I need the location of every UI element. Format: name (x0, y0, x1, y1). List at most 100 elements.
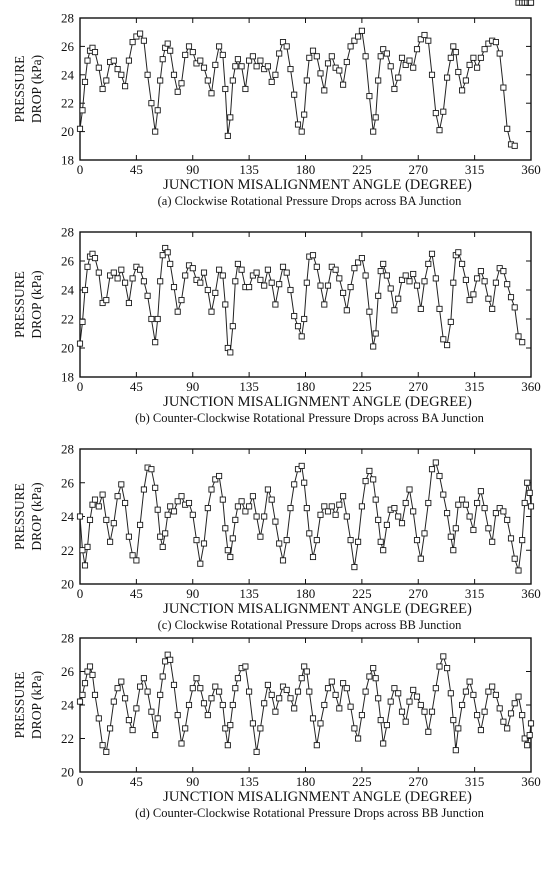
data-point (440, 336, 447, 343)
data-point (347, 537, 354, 544)
data-point (455, 501, 462, 508)
data-point (268, 279, 275, 286)
x-tick-label: 225 (352, 586, 372, 601)
data-point (303, 505, 310, 512)
data-point (200, 540, 208, 547)
data-point (459, 701, 466, 709)
data-point (219, 272, 226, 279)
data-point (398, 276, 406, 283)
data-point (103, 516, 110, 523)
data-point (246, 688, 253, 695)
data-point (455, 68, 462, 76)
y-tick-label: 20 (61, 341, 74, 356)
data-point (309, 715, 317, 722)
data-point (303, 279, 310, 286)
data-point (204, 286, 211, 294)
x-tick-label: 270 (409, 162, 429, 177)
data-point (222, 725, 229, 732)
data-point (410, 64, 417, 71)
data-point (197, 57, 204, 64)
data-point (459, 496, 466, 503)
data-point (377, 717, 384, 724)
data-point (148, 708, 155, 715)
data-point (470, 291, 477, 298)
data-point (287, 66, 294, 73)
data-point (351, 265, 358, 272)
data-point (276, 695, 283, 702)
data-point (383, 722, 390, 729)
data-point (370, 665, 377, 672)
data-point (417, 305, 424, 312)
x-tick-label: 90 (186, 774, 199, 789)
data-point (387, 698, 394, 705)
data-point (222, 85, 229, 93)
data-point (227, 722, 234, 729)
data-point (253, 269, 260, 276)
data-point (276, 281, 283, 288)
data-point (372, 675, 379, 682)
y-tick-label: 24 (61, 698, 75, 713)
data-point (152, 484, 159, 491)
data-point (402, 272, 409, 279)
data-point (428, 71, 436, 78)
data-point (79, 547, 86, 554)
data-point (391, 685, 398, 692)
data-point (489, 683, 496, 690)
data-point (99, 491, 106, 498)
data-point (264, 486, 271, 493)
data-point (500, 84, 507, 91)
data-point (152, 732, 159, 739)
data-point (253, 63, 260, 70)
x-tick-label: 180 (296, 586, 316, 601)
data-point (204, 505, 211, 512)
data-point (110, 520, 117, 527)
y-axis-title-line-1: PRESSURE (12, 672, 27, 739)
data-point (417, 36, 424, 43)
y-tick-label: 22 (61, 312, 74, 327)
data-point (182, 51, 189, 58)
data-point (154, 715, 161, 722)
data-point (474, 712, 481, 719)
data-point (380, 260, 387, 267)
data-point (336, 501, 343, 508)
data-point (492, 510, 499, 517)
x-tick-label: 225 (352, 162, 372, 177)
data-point (328, 53, 335, 60)
data-point (466, 297, 473, 304)
data-point (272, 518, 279, 525)
data-point (474, 499, 481, 507)
data-point (114, 493, 121, 500)
panel-caption: (b) Counter-Clockwise Rotational Pressur… (135, 411, 484, 425)
data-point (154, 107, 161, 114)
data-point (232, 63, 239, 70)
data-point (301, 315, 308, 323)
data-point (261, 513, 268, 520)
data-point (182, 272, 189, 279)
x-axis-title: JUNCTION MISALIGNMENT ANGLE (DEGREE) (163, 177, 472, 193)
data-point (129, 727, 136, 734)
data-point (452, 49, 459, 56)
data-point (222, 301, 229, 308)
data-point (229, 535, 236, 542)
data-point (227, 553, 234, 561)
data-point (208, 308, 215, 315)
y-tick-label: 18 (61, 153, 74, 168)
data-point (440, 491, 447, 498)
data-point (447, 54, 454, 61)
data-point (232, 516, 239, 523)
data-point (496, 505, 503, 512)
data-point (208, 90, 215, 97)
data-point (91, 49, 99, 56)
data-point (182, 725, 189, 732)
data-point (504, 125, 511, 132)
data-point (133, 705, 140, 712)
data-point (174, 88, 181, 95)
data-point (321, 87, 328, 94)
data-point (279, 683, 287, 690)
data-point (200, 64, 208, 71)
data-point (242, 663, 249, 670)
data-point (159, 56, 166, 63)
data-point (107, 538, 114, 545)
y-tick-label: 28 (61, 11, 74, 26)
data-point (317, 511, 324, 518)
